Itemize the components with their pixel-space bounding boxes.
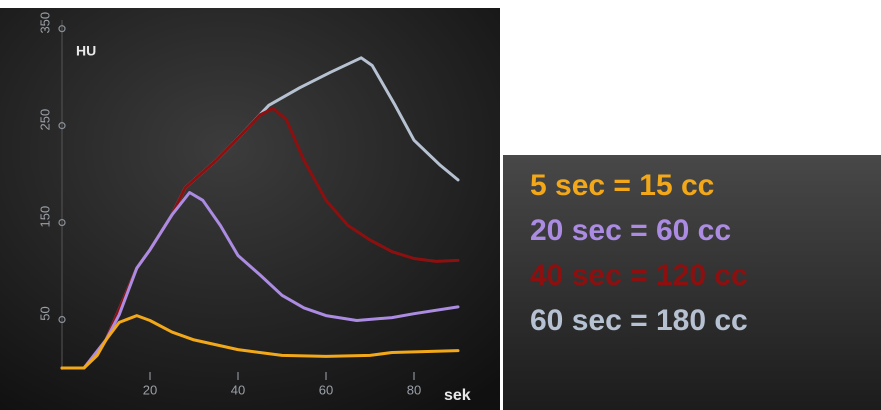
legend-entry: 20 sec = 60 cc: [530, 214, 731, 247]
legend-entry: 40 sec = 120 cc: [530, 259, 748, 292]
y-tick-mark: [58, 315, 66, 324]
x-tick-label: 40: [231, 382, 245, 397]
y-tick-label: 250: [37, 109, 52, 131]
y-tick-mark: [58, 218, 66, 227]
y-tick-label: 150: [37, 206, 52, 228]
x-tick-label: 60: [319, 382, 333, 397]
y-axis-label: HU: [76, 43, 96, 59]
x-axis-label: sek: [444, 387, 471, 404]
series-line: [60, 191, 460, 370]
plot: 50 150 250 350 20 40 60 80: [37, 12, 460, 397]
legend: 5 sec = 15 cc 20 sec = 60 cc 40 sec = 120 …: [530, 169, 748, 337]
legend-entry: 5 sec = 15 cc: [530, 169, 714, 202]
x-tick-label: 80: [407, 382, 421, 397]
x-tick-label: 20: [143, 382, 157, 397]
y-tick-label: 50: [37, 306, 52, 320]
series-line: [60, 314, 460, 370]
legend-background: [503, 155, 881, 410]
legend-entry: 60 sec = 180 cc: [530, 304, 748, 337]
y-tick-mark: [58, 25, 66, 33]
y-tick-mark: [58, 122, 66, 130]
y-tick-label: 350: [37, 12, 52, 34]
chart-background: [0, 8, 500, 410]
